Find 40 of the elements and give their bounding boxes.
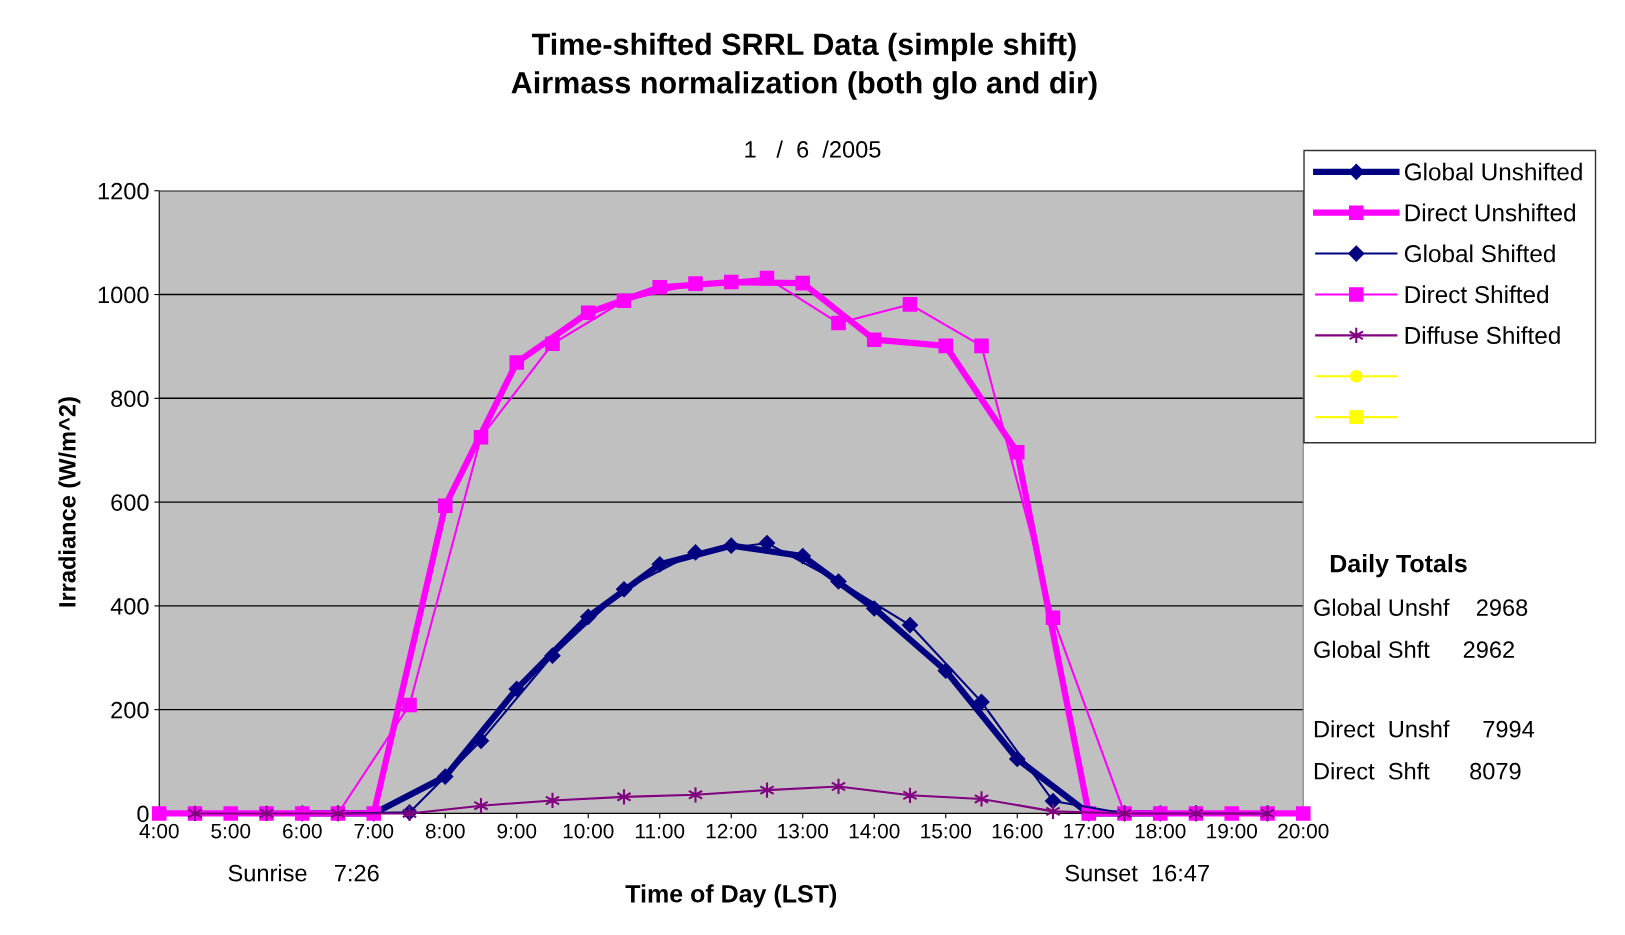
x-tick-label: 5:00 bbox=[211, 823, 251, 839]
text: Daily Totals bbox=[1330, 554, 1467, 578]
text: Global Shft 2962 bbox=[1314, 640, 1514, 659]
x-tick-label: 10:00 bbox=[563, 823, 614, 839]
y-tick-label: 400 bbox=[110, 597, 149, 615]
x-tick-label: 15:00 bbox=[921, 823, 971, 839]
x-tick-label: 19:00 bbox=[1207, 823, 1257, 839]
x-tick-label: 11:00 bbox=[636, 823, 685, 839]
x-tick-label: 13:00 bbox=[778, 823, 828, 839]
x-tick-label: 20:00 bbox=[1278, 823, 1329, 839]
text: Sunrise 7:26 bbox=[228, 864, 379, 882]
legend-label: Direct Shifted bbox=[1405, 285, 1549, 304]
x-tick-label: 4:00 bbox=[139, 823, 179, 839]
y-axis-title: Irradiance (W/m^2) bbox=[58, 397, 81, 607]
legend-label: Direct Unshifted bbox=[1405, 203, 1576, 222]
y-tick-label: 1200 bbox=[98, 182, 149, 200]
y-tick-label: 800 bbox=[111, 390, 149, 408]
x-tick-label: 9:00 bbox=[497, 823, 537, 839]
text: Global Unshf 2968 bbox=[1314, 598, 1528, 616]
x-tick-label: 7:00 bbox=[354, 823, 394, 839]
x-tick-label: 17:00 bbox=[1064, 823, 1114, 839]
y-tick-label: 600 bbox=[111, 494, 149, 511]
x-tick-label: 16:00 bbox=[992, 823, 1043, 839]
text: Direct Unshf 7994 bbox=[1314, 720, 1535, 738]
chart-subtitle: 1 / 6 /2005 bbox=[745, 140, 881, 158]
y-tick-label: 1000 bbox=[98, 286, 149, 304]
x-tick-label: 6:00 bbox=[283, 823, 322, 839]
legend-label: Global Shifted bbox=[1404, 244, 1555, 263]
y-tick-label: 200 bbox=[111, 701, 149, 719]
x-tick-label: 18:00 bbox=[1135, 823, 1186, 839]
legend-label: Global Unshifted bbox=[1404, 162, 1582, 181]
x-tick-label: 8:00 bbox=[425, 823, 465, 839]
y-tick-label: 0 bbox=[137, 805, 149, 823]
x-axis-title: Time of Day (LST) bbox=[625, 884, 837, 908]
legend-label: Diffuse Shifted bbox=[1405, 326, 1560, 345]
x-tick-label: 14:00 bbox=[849, 823, 900, 839]
text: Direct Shft 8079 bbox=[1314, 762, 1521, 780]
x-tick-label: 12:00 bbox=[706, 823, 757, 839]
chart-title: Time-shifted SRRL Data (simple shift) Airmass normalization (both glo and dir) bbox=[511, 32, 1097, 100]
text: Sunset 16:47 bbox=[1065, 864, 1209, 882]
